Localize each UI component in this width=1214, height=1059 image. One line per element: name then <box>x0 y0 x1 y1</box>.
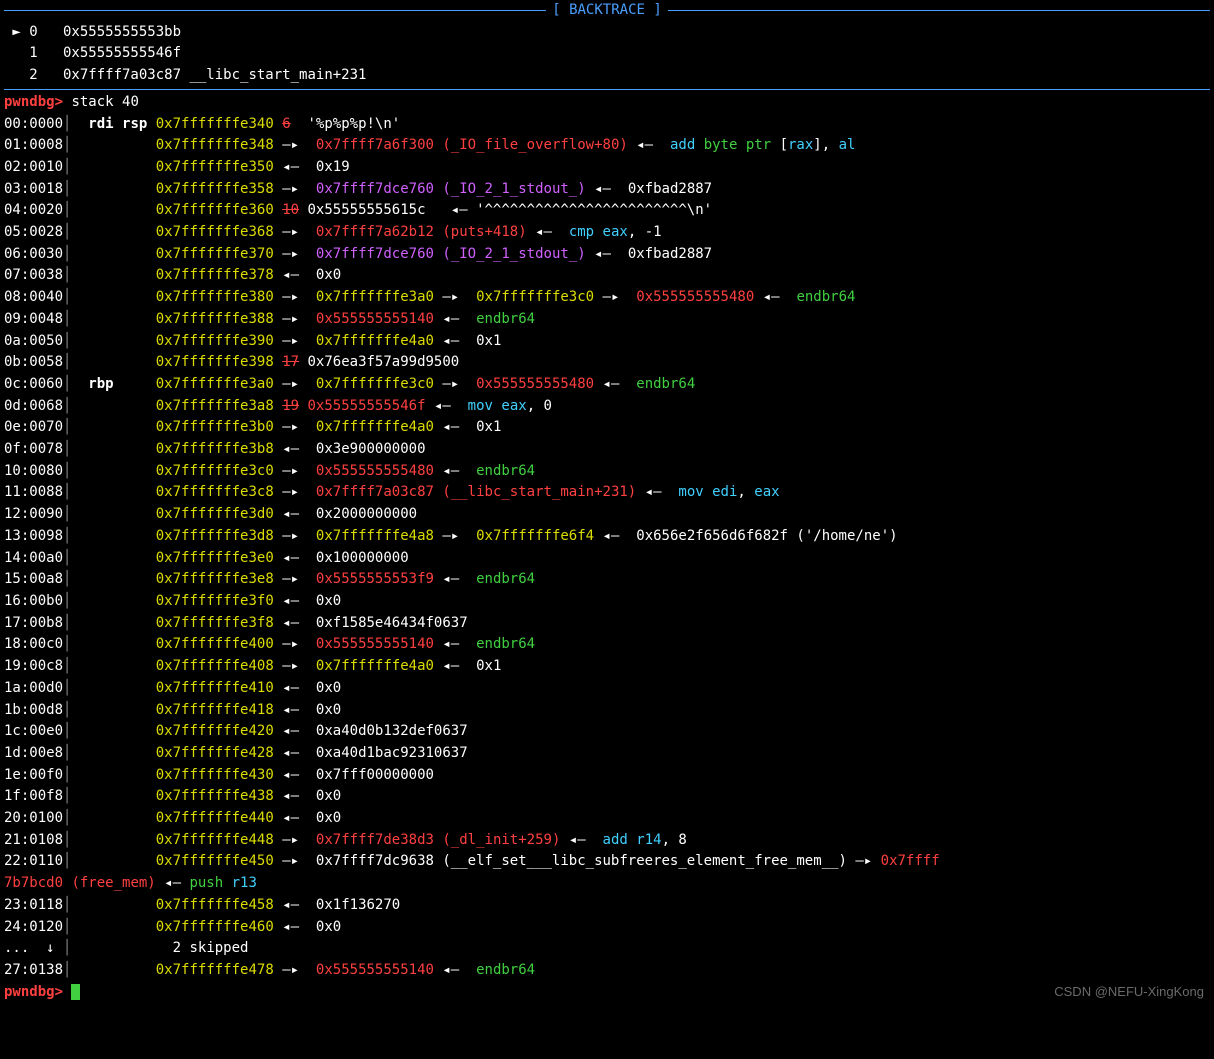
stack-row: 0c:0060│ rbp 0x7fffffffe3a0 —▸ 0x7ffffff… <box>4 374 1210 396</box>
stack-row: 0f:0078│ 0x7fffffffe3b8 ◂— 0x3e900000000 <box>4 439 1210 461</box>
stack-row: 04:0020│ 0x7fffffffe360 10 0x55555555615… <box>4 200 1210 222</box>
stack-row: 1f:00f8│ 0x7fffffffe438 ◂— 0x0 <box>4 786 1210 808</box>
stack-row: 27:0138│ 0x7fffffffe478 —▸ 0x55555555514… <box>4 960 1210 982</box>
stack-row: 06:0030│ 0x7fffffffe370 —▸ 0x7ffff7dce76… <box>4 244 1210 266</box>
stack-row: 0e:0070│ 0x7fffffffe3b0 —▸ 0x7fffffffe4a… <box>4 417 1210 439</box>
prompt-empty[interactable]: pwndbg> <box>4 982 1210 1004</box>
backtrace-frame: 1 0x55555555546f <box>4 43 1210 65</box>
stack-dump: 00:0000│ rdi rsp 0x7fffffffe340 6 '%p%p%… <box>4 114 1210 982</box>
stack-row: 18:00c0│ 0x7fffffffe400 —▸ 0x55555555514… <box>4 634 1210 656</box>
prompt-line[interactable]: pwndbg> stack 40 <box>4 92 1210 114</box>
stack-row: 23:0118│ 0x7fffffffe458 ◂— 0x1f136270 <box>4 895 1210 917</box>
backtrace-list: ► 0 0x5555555553bb 1 0x55555555546f 2 0x… <box>4 22 1210 87</box>
stack-row: 17:00b8│ 0x7fffffffe3f8 ◂— 0xf1585e46434… <box>4 613 1210 635</box>
stack-row: 15:00a8│ 0x7fffffffe3e8 —▸ 0x5555555553f… <box>4 569 1210 591</box>
stack-row: 1a:00d0│ 0x7fffffffe410 ◂— 0x0 <box>4 678 1210 700</box>
section-divider <box>4 89 1210 90</box>
stack-row: 0d:0068│ 0x7fffffffe3a8 19 0x55555555546… <box>4 396 1210 418</box>
watermark: CSDN @NEFU-XingKong <box>1054 981 1204 1003</box>
stack-row: 24:0120│ 0x7fffffffe460 ◂— 0x0 <box>4 917 1210 939</box>
stack-row: 0b:0058│ 0x7fffffffe398 17 0x76ea3f57a99… <box>4 352 1210 374</box>
stack-row: 11:0088│ 0x7fffffffe3c8 —▸ 0x7ffff7a03c8… <box>4 482 1210 504</box>
stack-row: 08:0040│ 0x7fffffffe380 —▸ 0x7fffffffe3a… <box>4 287 1210 309</box>
stack-row: 03:0018│ 0x7fffffffe358 —▸ 0x7ffff7dce76… <box>4 179 1210 201</box>
backtrace-frame: 2 0x7ffff7a03c87 __libc_start_main+231 <box>4 65 1210 87</box>
stack-row: 22:0110│ 0x7fffffffe450 —▸ 0x7ffff7dc963… <box>4 851 1210 873</box>
stack-row: 20:0100│ 0x7fffffffe440 ◂— 0x0 <box>4 808 1210 830</box>
stack-row: 21:0108│ 0x7fffffffe448 —▸ 0x7ffff7de38d… <box>4 830 1210 852</box>
cursor <box>71 984 80 1000</box>
stack-row: 0a:0050│ 0x7fffffffe390 —▸ 0x7fffffffe4a… <box>4 331 1210 353</box>
stack-row: 1e:00f0│ 0x7fffffffe430 ◂— 0x7fff0000000… <box>4 765 1210 787</box>
terminal-output: [ BACKTRACE ] ► 0 0x5555555553bb 1 0x555… <box>0 0 1214 1003</box>
stack-row: 01:0008│ 0x7fffffffe348 —▸ 0x7ffff7a6f30… <box>4 135 1210 157</box>
backtrace-frame: ► 0 0x5555555553bb <box>4 22 1210 44</box>
stack-row: 10:0080│ 0x7fffffffe3c0 —▸ 0x55555555548… <box>4 461 1210 483</box>
stack-row: 12:0090│ 0x7fffffffe3d0 ◂— 0x2000000000 <box>4 504 1210 526</box>
backtrace-section-header: [ BACKTRACE ] <box>4 0 1210 22</box>
stack-row: 05:0028│ 0x7fffffffe368 —▸ 0x7ffff7a62b1… <box>4 222 1210 244</box>
stack-row: 07:0038│ 0x7fffffffe378 ◂— 0x0 <box>4 265 1210 287</box>
prompt: pwndbg> <box>4 94 63 110</box>
stack-row: 09:0048│ 0x7fffffffe388 —▸ 0x55555555514… <box>4 309 1210 331</box>
stack-row-skipped: ... ↓ │ 2 skipped <box>4 938 1210 960</box>
backtrace-title: [ BACKTRACE ] <box>546 0 668 22</box>
stack-row: 1b:00d8│ 0x7fffffffe418 ◂— 0x0 <box>4 700 1210 722</box>
stack-row: 02:0010│ 0x7fffffffe350 ◂— 0x19 <box>4 157 1210 179</box>
stack-row: 1c:00e0│ 0x7fffffffe420 ◂— 0xa40d0b132de… <box>4 721 1210 743</box>
stack-row-continuation: 7b7bcd0 (free_mem) ◂— push r13 <box>4 873 1210 895</box>
stack-row: 16:00b0│ 0x7fffffffe3f0 ◂— 0x0 <box>4 591 1210 613</box>
stack-row: 13:0098│ 0x7fffffffe3d8 —▸ 0x7fffffffe4a… <box>4 526 1210 548</box>
command-input: stack 40 <box>71 94 138 110</box>
stack-row: 19:00c8│ 0x7fffffffe408 —▸ 0x7fffffffe4a… <box>4 656 1210 678</box>
stack-row: 00:0000│ rdi rsp 0x7fffffffe340 6 '%p%p%… <box>4 114 1210 136</box>
stack-row: 14:00a0│ 0x7fffffffe3e0 ◂— 0x100000000 <box>4 548 1210 570</box>
stack-row: 1d:00e8│ 0x7fffffffe428 ◂— 0xa40d1bac923… <box>4 743 1210 765</box>
